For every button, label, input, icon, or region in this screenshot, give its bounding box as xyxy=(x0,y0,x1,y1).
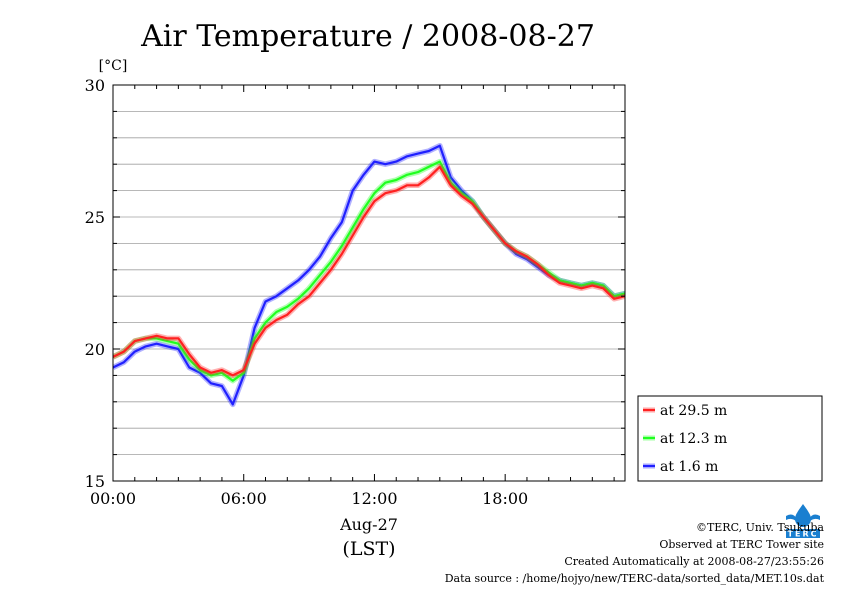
y-axis-unit: [°C] xyxy=(99,58,128,74)
logo-drop-icon xyxy=(795,504,811,527)
legend-label: at 1.6 m xyxy=(660,459,718,475)
x-tick-label: 06:00 xyxy=(221,489,267,508)
y-tick-label: 25 xyxy=(85,208,105,227)
footer-copyright: ©TERC, Univ. Tsukuba xyxy=(695,521,824,534)
legend-label: at 12.3 m xyxy=(660,431,727,447)
chart-title: Air Temperature / 2008-08-27 xyxy=(140,19,595,54)
y-tick-label: 30 xyxy=(85,76,105,95)
legend-box xyxy=(637,395,823,482)
x-tick-label: 12:00 xyxy=(351,489,397,508)
y-tick-label: 15 xyxy=(85,472,105,491)
x-tick-label: 00:00 xyxy=(90,489,136,508)
plot-frame xyxy=(112,84,626,482)
y-tick-label: 20 xyxy=(85,340,105,359)
x-axis-date-label: Aug-27 xyxy=(339,515,398,534)
series-line-3 xyxy=(113,144,625,406)
terc-logo: TERC xyxy=(784,502,822,539)
legend: at 29.5 m at 12.3 m at 1.6 m xyxy=(637,395,823,482)
x-axis-timezone-label: (LST) xyxy=(342,538,395,560)
footer-source: Data source : /home/hojyo/new/TERC-data/… xyxy=(444,572,824,585)
x-tick-label: 18:00 xyxy=(482,489,528,508)
series-line-1 xyxy=(113,165,625,377)
axis-ticks: 15 20 25 30 00:00 06:00 12:00 18:00 xyxy=(85,76,625,508)
logo-text: TERC xyxy=(788,530,819,539)
legend-label: at 29.5 m xyxy=(660,403,727,419)
series-layer xyxy=(113,142,625,408)
grid-lines xyxy=(113,111,625,456)
footer-created: Created Automatically at 2008-08-27/23:5… xyxy=(564,555,824,568)
footer-observed: Observed at TERC Tower site xyxy=(659,538,824,551)
